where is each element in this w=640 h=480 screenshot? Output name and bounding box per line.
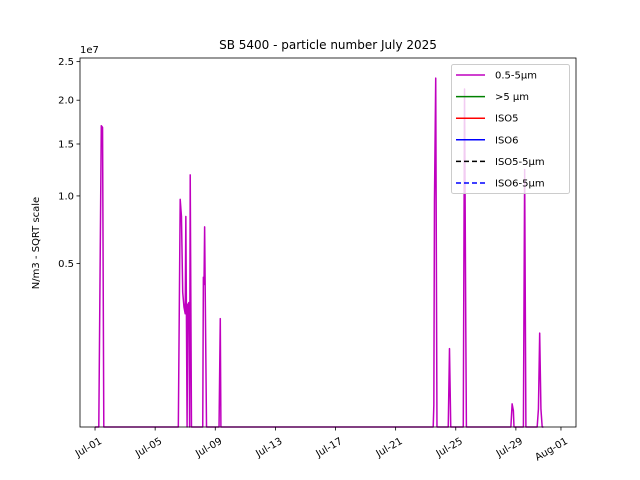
legend-label-4: ISO5-5µm [495, 157, 545, 168]
y-tick-label: 0.5 [58, 259, 74, 270]
legend-label-3: ISO6 [495, 135, 519, 146]
legend-label-1: >5 µm [495, 92, 529, 103]
y-axis: 0.5 1.0 1.5 2.0 2.5 [58, 57, 80, 270]
legend-box [451, 64, 570, 194]
plot-frame [79, 57, 577, 428]
chart-title: SB 5400 - particle number July 2025 [219, 38, 437, 52]
legend-label-2: ISO5 [495, 114, 519, 125]
y-tick-label: 2.5 [58, 57, 74, 68]
y-tick-label: 1.0 [58, 191, 74, 202]
y-axis-offset-text: 1e7 [80, 45, 99, 56]
legend: 0.5-5µm >5 µm ISO5 ISO6 ISO5-5µm ISO6-5µm [451, 64, 570, 194]
y-tick-label: 1.5 [58, 139, 74, 150]
y-axis-label: N/m3 - SQRT scale [31, 197, 42, 289]
y-tick-label: 2.0 [58, 96, 74, 107]
legend-label-5: ISO6-5µm [495, 179, 545, 190]
legend-label-0: 0.5-5µm [495, 71, 537, 82]
